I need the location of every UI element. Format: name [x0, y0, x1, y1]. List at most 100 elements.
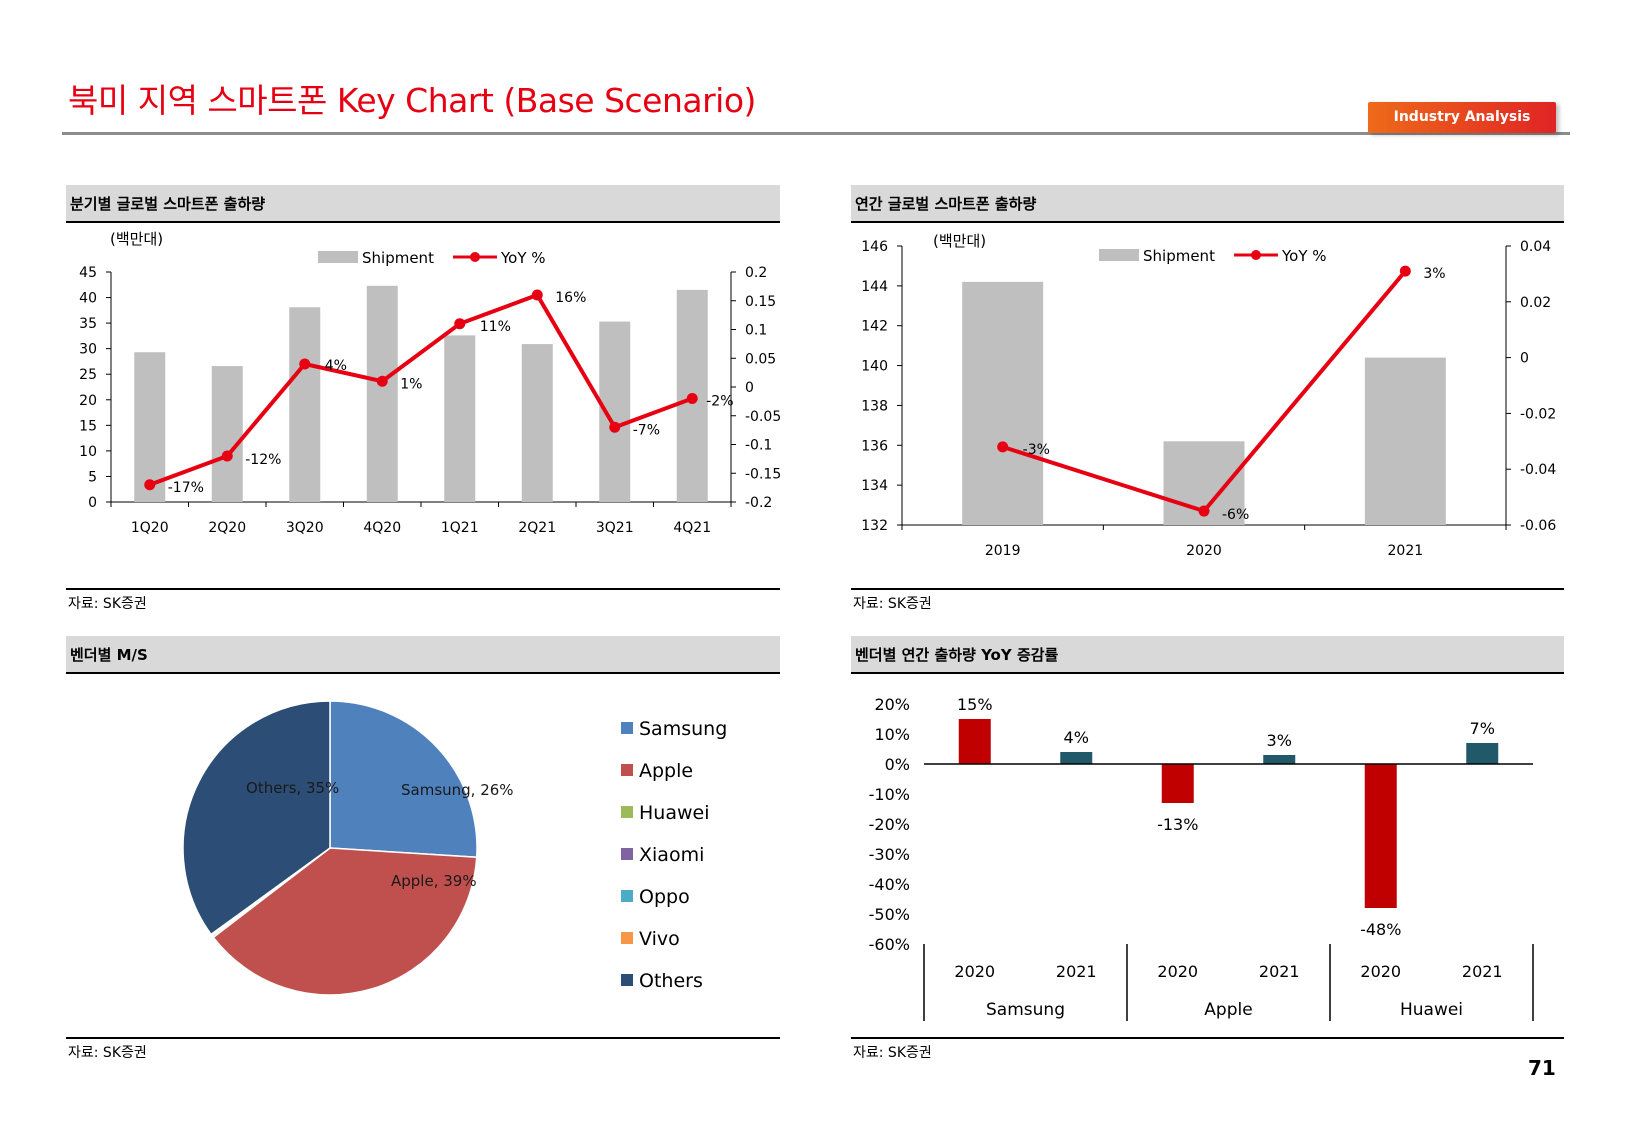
left-axis-tick-label: 132	[861, 518, 888, 534]
left-axis-tick-label: 35	[79, 316, 97, 332]
quarterly-shipment-chart: 0 5 10 15 20 25 30 35 40 45 -0.2 -0.15 -0.1 -0.05 0 0.0…	[66, 223, 781, 575]
pie-slice-others	[182, 700, 331, 936]
x-axis-tick-label: 2Q20	[208, 520, 246, 536]
yoy-bar	[1161, 764, 1194, 803]
legend-marker-yoy	[470, 252, 480, 262]
left-axis-tick-label: 142	[861, 319, 888, 335]
yoy-point	[376, 375, 388, 387]
yoy-point	[221, 450, 233, 462]
legend-swatch	[621, 890, 633, 902]
yoy-point	[531, 289, 543, 301]
right-axis-tick-label: -0.1	[745, 438, 772, 454]
yoy-data-label: -3%	[1023, 442, 1050, 458]
annual-shipment-panel: 연간 글로벌 스마트폰 출하량 132 134 136 138 140 142 144 146…	[851, 185, 1564, 615]
panel-footer-rule	[851, 1037, 1564, 1039]
vendor-ms-panel: 벤더별 M/S Samsung, 26% Apple, 39% Others, 35…	[66, 636, 780, 1066]
right-axis-tick-label: -0.04	[1520, 462, 1556, 478]
unit-label: (백만대)	[933, 232, 986, 250]
x-axis-tick-label: 2Q21	[518, 520, 556, 536]
x-axis-tick-label: 2020	[954, 962, 995, 981]
legend-swatch	[621, 806, 633, 818]
shipment-bar	[134, 352, 166, 502]
right-axis-tick-label: 0.15	[745, 294, 776, 310]
x-axis-tick-label: 2020	[1186, 543, 1222, 559]
left-axis-tick-label: 45	[79, 265, 97, 281]
x-axis-tick-label: 2020	[1360, 962, 1401, 981]
y-axis-tick-label: 20%	[874, 695, 910, 714]
legend-marker-yoy	[1251, 250, 1261, 260]
left-axis-tick-label: 20	[79, 393, 97, 409]
right-axis-tick-label: 0.04	[1520, 239, 1551, 255]
bar-data-label: 4%	[1064, 728, 1089, 747]
unit-label: (백만대)	[110, 230, 163, 248]
yoy-point	[1198, 505, 1210, 517]
quarterly-shipment-panel: 분기별 글로벌 스마트폰 출하량 0 5 10 15 20 25 30 35 40 45 -0.2 -…	[66, 185, 781, 615]
shipment-bar	[521, 344, 553, 502]
source-note: 자료: SK증권	[853, 596, 932, 612]
y-axis-tick-label: -40%	[869, 875, 910, 894]
bar-data-label: -13%	[1157, 815, 1198, 834]
yoy-data-label: 16%	[555, 290, 586, 306]
yoy-data-label: 1%	[400, 376, 422, 392]
right-axis-tick-label: -0.2	[745, 495, 772, 511]
x-axis-tick-label: 4Q21	[673, 520, 711, 536]
legend-label: Apple	[639, 760, 693, 782]
panel-title: 벤더별 M/S	[66, 636, 780, 674]
title-divider	[62, 132, 1570, 135]
source-note: 자료: SK증권	[68, 1045, 147, 1061]
right-axis-tick-label: 0.05	[745, 351, 776, 367]
legend-swatch-shipment	[1099, 249, 1139, 261]
panel-footer-rule	[851, 588, 1564, 590]
x-axis-tick-label: 2019	[985, 543, 1021, 559]
vendor-yoy-panel: 벤더별 연간 출하량 YoY 증감률 -60% -50% -40% -30% -20% -…	[851, 636, 1564, 1066]
yoy-data-label: 11%	[480, 319, 511, 335]
x-axis-tick-label: 2021	[1259, 962, 1300, 981]
legend-swatch	[621, 848, 633, 860]
right-axis-tick-label: 0	[1520, 351, 1529, 367]
pie-data-label: Others, 35%	[246, 779, 339, 797]
legend-label: Huawei	[639, 802, 709, 824]
yoy-bar	[1060, 752, 1093, 764]
y-axis-tick-label: -30%	[869, 845, 910, 864]
legend-label: Vivo	[639, 928, 680, 950]
legend-swatch-shipment	[318, 251, 358, 263]
y-axis-tick-label: 0%	[885, 755, 910, 774]
x-axis-tick-label: 3Q21	[596, 520, 634, 536]
legend-label: Xiaomi	[639, 844, 704, 866]
legend-label-shipment: Shipment	[1143, 247, 1215, 265]
source-note: 자료: SK증권	[68, 596, 147, 612]
left-axis-tick-label: 134	[861, 478, 888, 494]
x-axis-tick-label: 2021	[1388, 543, 1424, 559]
left-axis-tick-label: 10	[79, 444, 97, 460]
right-axis-tick-label: -0.15	[745, 466, 780, 482]
shipment-bar	[1364, 357, 1446, 525]
legend-swatch	[621, 764, 633, 776]
right-axis-tick-label: 0.1	[745, 323, 767, 339]
yoy-data-label: 3%	[1423, 266, 1445, 282]
panel-title: 연간 글로벌 스마트폰 출하량	[851, 185, 1564, 223]
left-axis-tick-label: 138	[861, 398, 888, 414]
shipment-bar	[962, 281, 1044, 525]
yoy-bar	[1466, 743, 1499, 764]
yoy-point	[299, 358, 311, 370]
group-label: Samsung	[986, 1000, 1065, 1020]
group-label: Huawei	[1400, 1000, 1463, 1020]
yoy-data-label: -2%	[706, 394, 733, 410]
panel-title: 벤더별 연간 출하량 YoY 증감률	[851, 636, 1564, 674]
left-axis-tick-label: 25	[79, 367, 97, 383]
x-axis-tick-label: 4Q20	[363, 520, 401, 536]
vendor-yoy-chart: -60% -50% -40% -30% -20% -10% 0% 10% 20% 15% 4% -13…	[851, 674, 1564, 1026]
page-number: 71	[1528, 1056, 1556, 1080]
yoy-bar	[1364, 764, 1397, 908]
x-axis-tick-label: 1Q20	[131, 520, 169, 536]
x-axis-tick-label: 2020	[1157, 962, 1198, 981]
yoy-point	[454, 318, 466, 330]
annual-shipment-chart: 132 134 136 138 140 142 144 146 -0.06 -0.04 -0.02 0…	[851, 223, 1564, 575]
yoy-data-label: 4%	[325, 358, 347, 374]
left-axis-tick-label: 146	[861, 239, 888, 255]
pie-chart-svg: Samsung, 26% Apple, 39% Others, 35% Samsung…	[182, 700, 727, 996]
left-axis-tick-label: 0	[88, 495, 97, 511]
right-axis-tick-label: -0.05	[745, 409, 780, 425]
quarterly-chart-svg: 0 5 10 15 20 25 30 35 40 45 -0.2 -0.15 -0.1 -0.05 0 0.0…	[79, 230, 781, 536]
yoy-data-label: -6%	[1222, 507, 1249, 523]
